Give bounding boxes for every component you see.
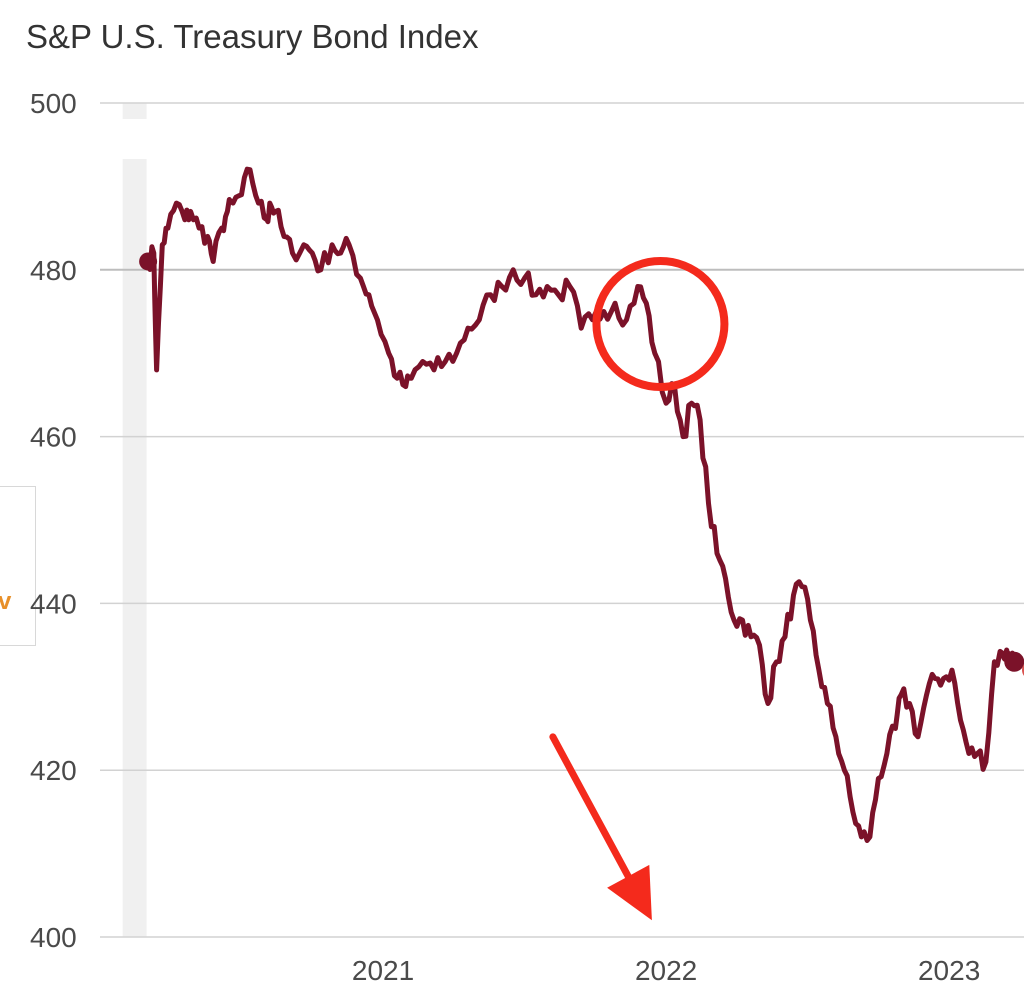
x-tick-label-2023: 2023 [918,955,980,986]
x-tick-label-2021: 2021 [352,955,414,986]
y-tick-label-460: 460 [30,422,77,453]
x-tick-label-2022: 2022 [635,955,697,986]
y-tick-label-480: 480 [30,255,77,286]
series-end-point [1004,651,1024,672]
y-tick-label-420: 420 [30,755,77,786]
chart-title: S&P U.S. Treasury Bond Index [26,18,479,55]
side-panel-glyph: v [0,588,12,615]
start-shade-band [122,103,147,937]
y-tick-label-500: 500 [30,88,77,119]
y-tick-label-400: 400 [30,922,77,953]
y-tick-label-440: 440 [30,588,77,619]
annotation-circle [592,257,729,392]
series-line [145,166,1017,843]
annotation-arrow-shaft [549,733,632,880]
annotation-arrow-head [607,864,652,921]
side-panel-box [0,486,36,646]
series-start-point [139,252,158,271]
shade-band-gap [120,119,149,159]
